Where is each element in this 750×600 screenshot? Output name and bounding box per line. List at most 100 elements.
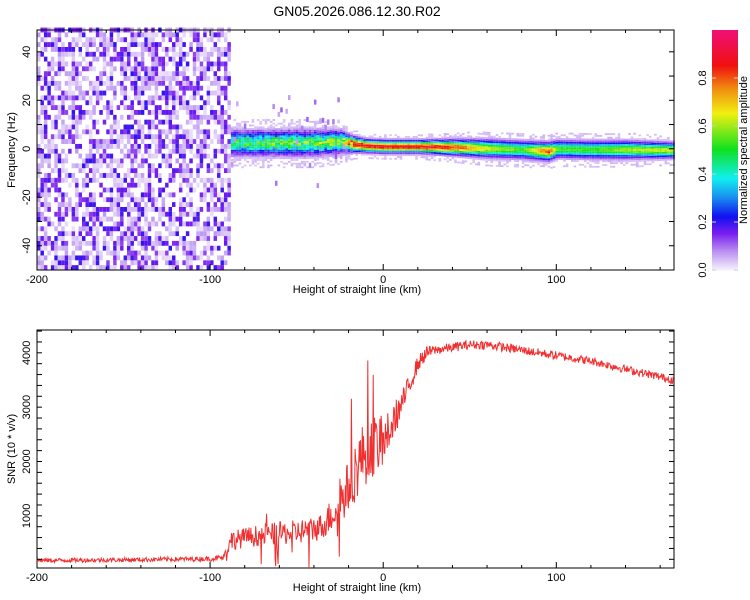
heatmap-cell: [430, 155, 434, 158]
heatmap-cell: [233, 150, 237, 152]
x-tick-label: -100: [199, 572, 221, 584]
heatmap-cell: [415, 139, 418, 142]
heatmap-cell: [61, 226, 65, 232]
heatmap-cell: [116, 202, 121, 207]
heatmap-cell: [311, 146, 314, 149]
heatmap-cell: [472, 143, 475, 145]
heatmap-cell: [607, 153, 610, 155]
heatmap-cell: [586, 143, 590, 146]
heatmap-cell: [604, 144, 608, 146]
heatmap-cell: [151, 66, 155, 72]
heatmap-cell: [175, 114, 179, 120]
heatmap-cell: [417, 137, 421, 140]
heatmap-cell: [446, 142, 449, 145]
heatmap-cell: [262, 151, 265, 154]
heatmap-cell: [249, 124, 252, 127]
heatmap-cell: [617, 142, 621, 145]
heatmap-cell: [64, 129, 69, 135]
heatmap-cell: [206, 37, 211, 43]
heatmap-cell: [154, 114, 159, 120]
heatmap-cell: [230, 130, 234, 132]
heatmap-cell: [57, 173, 62, 178]
heatmap-cell: [154, 71, 159, 77]
heatmap-cell: [285, 150, 288, 152]
heatmap-cell: [61, 255, 65, 261]
heatmap-cell: [604, 154, 608, 157]
heatmap-cell: [151, 95, 155, 101]
heatmap-cell: [625, 153, 629, 155]
heatmap-cell: [203, 197, 207, 203]
heatmap-cell: [220, 105, 224, 111]
heatmap-cell: [127, 124, 131, 130]
heatmap-cell: [185, 119, 190, 125]
heatmap-cell: [397, 152, 400, 155]
heatmap-cell: [656, 153, 660, 156]
heatmap-cell: [272, 151, 276, 154]
heatmap-cell: [120, 211, 124, 217]
heatmap-cell: [106, 80, 110, 86]
heatmap-cell: [133, 148, 138, 154]
heatmap-cell: [620, 158, 623, 161]
heatmap-cell: [230, 148, 234, 151]
heatmap-cell: [586, 133, 590, 135]
heatmap-cell: [123, 265, 128, 271]
heatmap-cell: [54, 163, 58, 169]
heatmap-cell: [37, 66, 41, 72]
heatmap-cell: [54, 182, 58, 188]
heatmap-cell: [140, 173, 145, 178]
heatmap-cell: [661, 142, 665, 145]
heatmap-cell: [326, 150, 330, 152]
heatmap-cell: [552, 157, 556, 159]
heatmap-cell: [467, 146, 470, 149]
heatmap-cell: [664, 142, 668, 145]
heatmap-cell: [120, 265, 124, 271]
heatmap-cell: [661, 155, 665, 158]
heatmap-cell: [116, 211, 121, 217]
heatmap-cell: [272, 157, 276, 160]
heatmap-cell: [576, 138, 579, 141]
heatmap-cell: [116, 221, 121, 227]
heatmap-cell: [61, 192, 65, 198]
heatmap-cell: [568, 158, 572, 160]
heatmap-cell: [448, 137, 452, 139]
heatmap-cell: [545, 143, 548, 146]
heatmap-cell: [319, 162, 322, 164]
heatmap-cell: [295, 162, 299, 165]
heatmap-cell: [397, 156, 400, 158]
heatmap-cell: [371, 144, 374, 147]
heatmap-cell: [140, 158, 145, 164]
heatmap-cell: [243, 146, 247, 149]
heatmap-cell: [168, 139, 173, 144]
heatmap-cell: [513, 138, 517, 141]
heatmap-cell: [347, 155, 351, 158]
heatmap-cell: [586, 149, 590, 152]
heatmap-cell: [256, 140, 260, 143]
heatmap-cell: [542, 163, 546, 166]
heatmap-cell: [493, 144, 496, 147]
heatmap-cell: [116, 255, 121, 261]
heatmap-cell: [178, 56, 183, 62]
heatmap-cell: [630, 156, 634, 159]
heatmap-cell: [277, 157, 281, 160]
x-tick-label: 0: [380, 274, 386, 286]
snr-plot: [36, 339, 675, 569]
heatmap-cell: [227, 71, 231, 77]
heatmap-cell: [130, 124, 134, 130]
heatmap-cell: [412, 150, 416, 153]
heatmap-cell: [47, 100, 51, 106]
heatmap-cell: [137, 134, 141, 140]
heatmap-cell: [332, 163, 335, 166]
heatmap-cell: [37, 168, 41, 174]
heatmap-cell: [71, 90, 76, 96]
heatmap-cell: [529, 139, 533, 141]
heatmap-cell: [161, 119, 166, 125]
heatmap-cell: [57, 168, 62, 174]
heatmap-cell: [158, 192, 162, 198]
heatmap-cell: [656, 140, 660, 143]
heatmap-cell: [500, 141, 504, 144]
heatmap-cell: [516, 134, 520, 137]
heatmap-cell: [172, 105, 176, 111]
heatmap-cell: [199, 51, 204, 57]
heatmap-cell: [648, 150, 652, 153]
heatmap-cell: [402, 139, 405, 142]
